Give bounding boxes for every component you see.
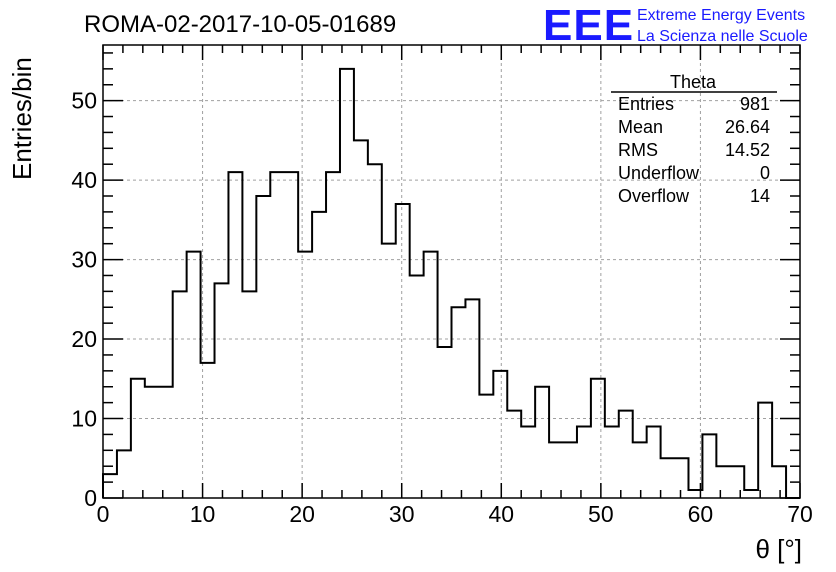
y-tick-label: 50	[71, 88, 97, 114]
stats-label: Underflow	[618, 163, 700, 183]
x-tick-label: 0	[97, 501, 110, 527]
brand-line-1: Extreme Energy Events	[637, 7, 805, 24]
stats-label: Entries	[618, 94, 674, 114]
y-tick-label: 40	[71, 167, 97, 193]
y-tick-label: 20	[71, 326, 97, 352]
y-tick-label: 0	[84, 485, 97, 511]
chart-title: ROMA-02-2017-10-05-01689	[84, 11, 396, 38]
x-tick-labels: 0 10 20 30 40 50 60 70	[97, 501, 813, 527]
x-tick-label: 30	[389, 501, 415, 527]
stats-label: Mean	[618, 117, 663, 137]
x-tick-label: 60	[688, 501, 714, 527]
stats-value: 14.52	[725, 140, 770, 160]
y-tick-label: 30	[71, 247, 97, 273]
axis-ticks	[102, 45, 801, 499]
x-axis-label: θ [°]	[755, 534, 802, 564]
eee-logo: EEE	[543, 1, 634, 50]
y-axis-label: Entries/bin	[7, 57, 37, 180]
y-tick-label: 10	[71, 406, 97, 432]
x-tick-label: 50	[588, 501, 614, 527]
stats-label: RMS	[618, 140, 658, 160]
stats-value: 26.64	[725, 117, 770, 137]
x-tick-label: 70	[787, 501, 813, 527]
x-tick-label: 40	[488, 501, 514, 527]
stats-value: 14	[750, 186, 770, 206]
brand-line-2: La Scienza nelle Scuole	[637, 28, 808, 45]
stats-title: Theta	[670, 72, 717, 92]
x-tick-label: 10	[190, 501, 216, 527]
stats-label: Overflow	[618, 186, 690, 206]
x-tick-label: 20	[289, 501, 315, 527]
grid-lines	[103, 45, 800, 498]
stats-value: 0	[760, 163, 770, 183]
stats-box: Theta Entries 981 Mean 26.64 RMS 14.52 Underfl…	[611, 72, 777, 206]
histogram-outline	[102, 67, 800, 499]
stats-value: 981	[740, 94, 770, 114]
y-tick-labels: 0 10 20 30 40 50	[71, 88, 97, 511]
histogram-bars	[102, 67, 800, 499]
plot-frame	[102, 44, 801, 499]
